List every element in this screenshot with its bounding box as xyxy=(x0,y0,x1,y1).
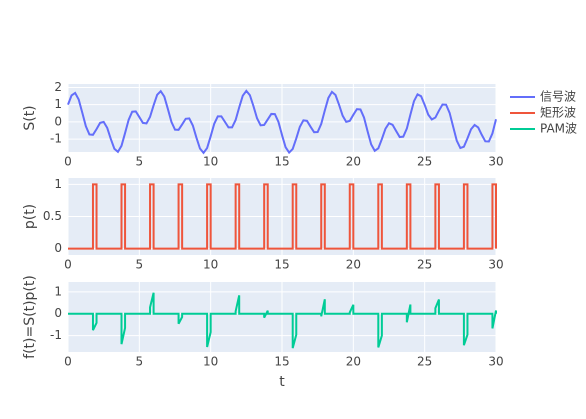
y-axis-label: f(t)=S(t)p(t) xyxy=(22,275,38,359)
x-tick-label: 5 xyxy=(136,155,144,169)
y-tick-label: -1 xyxy=(50,328,62,342)
x-tick-label: 5 xyxy=(136,258,144,272)
x-tick-label: 30 xyxy=(488,355,503,369)
line-series xyxy=(68,292,497,349)
x-tick-label: 15 xyxy=(274,155,289,169)
y-tick-label: 0.5 xyxy=(43,209,62,223)
x-tick-label: 15 xyxy=(274,258,289,272)
legend-label: 矩形波 xyxy=(540,106,576,120)
x-tick-label: 10 xyxy=(203,258,218,272)
y-tick-label: 2 xyxy=(54,80,62,94)
x-tick-label: 0 xyxy=(64,355,72,369)
y-axis-label: p(t) xyxy=(22,204,38,229)
x-tick-label: 30 xyxy=(488,155,503,169)
x-tick-label: 0 xyxy=(64,258,72,272)
line-series xyxy=(68,183,497,250)
legend-label: 信号波 xyxy=(540,90,576,104)
x-tick-label: 0 xyxy=(64,155,72,169)
y-tick-label: -1 xyxy=(50,132,62,146)
y-tick-label: 0 xyxy=(54,306,62,320)
x-tick-label: 25 xyxy=(417,355,432,369)
legend-label: PAM波 xyxy=(540,122,577,136)
x-tick-label: 25 xyxy=(417,258,432,272)
x-tick-label: 15 xyxy=(274,355,289,369)
y-axis-label: S(t) xyxy=(22,105,38,130)
x-tick-label: 20 xyxy=(346,258,361,272)
x-tick-label: 20 xyxy=(346,355,361,369)
y-tick-label: 1 xyxy=(54,177,62,191)
x-tick-label: 5 xyxy=(136,355,144,369)
x-tick-label: 20 xyxy=(346,155,361,169)
x-tick-label: 10 xyxy=(203,155,218,169)
x-tick-label: 25 xyxy=(417,155,432,169)
y-tick-label: 0 xyxy=(54,114,62,128)
x-axis-label: t xyxy=(279,374,285,390)
legend: 信号波 矩形波 PAM波 xyxy=(510,90,577,136)
y-tick-label: 0 xyxy=(54,241,62,255)
line-series xyxy=(67,89,497,155)
y-tick-label: 1 xyxy=(54,97,62,111)
x-tick-label: 30 xyxy=(488,258,503,272)
x-tick-label: 10 xyxy=(203,355,218,369)
y-tick-label: 1 xyxy=(54,284,62,298)
